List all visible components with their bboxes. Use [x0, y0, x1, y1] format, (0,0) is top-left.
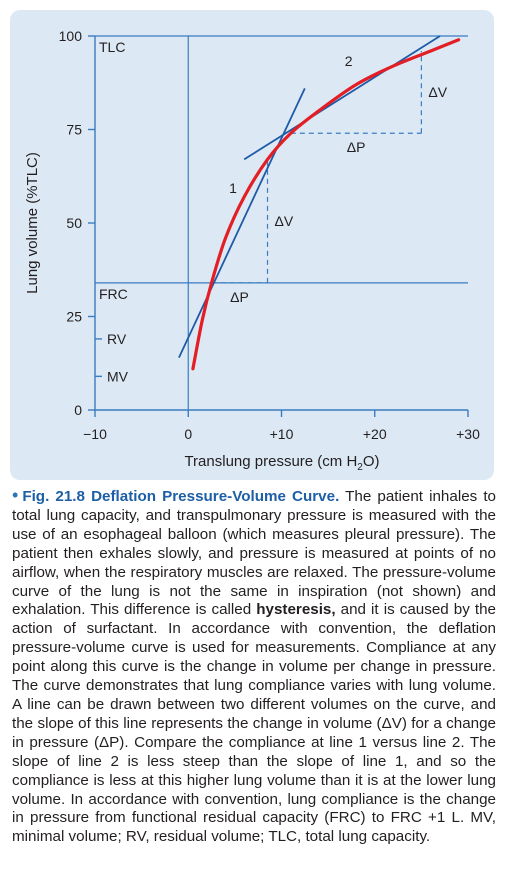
x-axis-label: Translung pressure (cm H2O) — [184, 453, 379, 473]
volume-marker-label-rv: RV — [107, 331, 127, 347]
caption-text-part1: The patient inhales to total lung capaci… — [12, 488, 496, 619]
figure-number: Fig. 21.8 — [22, 488, 85, 505]
caption-bold-term: hysteresis, — [256, 601, 336, 619]
y-axis-label: Lung volume (%TLC) — [24, 152, 41, 294]
caption-text-part2: and it is caused by the action of surfac… — [12, 601, 496, 846]
y-tick-label: 25 — [66, 309, 82, 325]
y-tick-label: 0 — [74, 402, 82, 418]
delta-v-label: ΔV — [275, 213, 294, 229]
tangent-label-2: 2 — [345, 53, 353, 69]
delta-p-label: ΔP — [230, 289, 249, 305]
x-tick-label: −10 — [83, 426, 107, 442]
tangent-label-1: 1 — [229, 180, 237, 196]
figure-caption: • Fig. 21.8 Deflation Pressure-Volume Cur… — [12, 486, 496, 847]
y-tick-label: 100 — [59, 28, 83, 44]
y-tick-label: 50 — [66, 215, 82, 231]
tangent-line-1 — [178, 87, 306, 359]
delta-p-label: ΔP — [347, 139, 366, 155]
bullet-icon: • — [12, 485, 19, 505]
figure-title: Deflation Pressure-Volume Curve. — [84, 488, 340, 505]
x-tick-label: 0 — [184, 426, 192, 442]
delta-v-label: ΔV — [428, 84, 447, 100]
tangent-line-2 — [243, 35, 441, 161]
y-tick-label: 75 — [66, 122, 82, 138]
x-tick-label: +20 — [363, 426, 387, 442]
volume-marker-label-mv: MV — [107, 368, 129, 384]
reference-label-frc: FRC — [99, 286, 128, 302]
x-tick-label: +10 — [270, 426, 294, 442]
x-tick-label: +30 — [456, 426, 480, 442]
reference-label-tlc: TLC — [99, 39, 125, 55]
figure-panel: 0 25 50 75 100 −10 0 +10 +20 +30 TLC FRC RV MV ΔP ΔV ΔP Δ… — [10, 10, 494, 480]
deflation-curve — [191, 38, 461, 371]
